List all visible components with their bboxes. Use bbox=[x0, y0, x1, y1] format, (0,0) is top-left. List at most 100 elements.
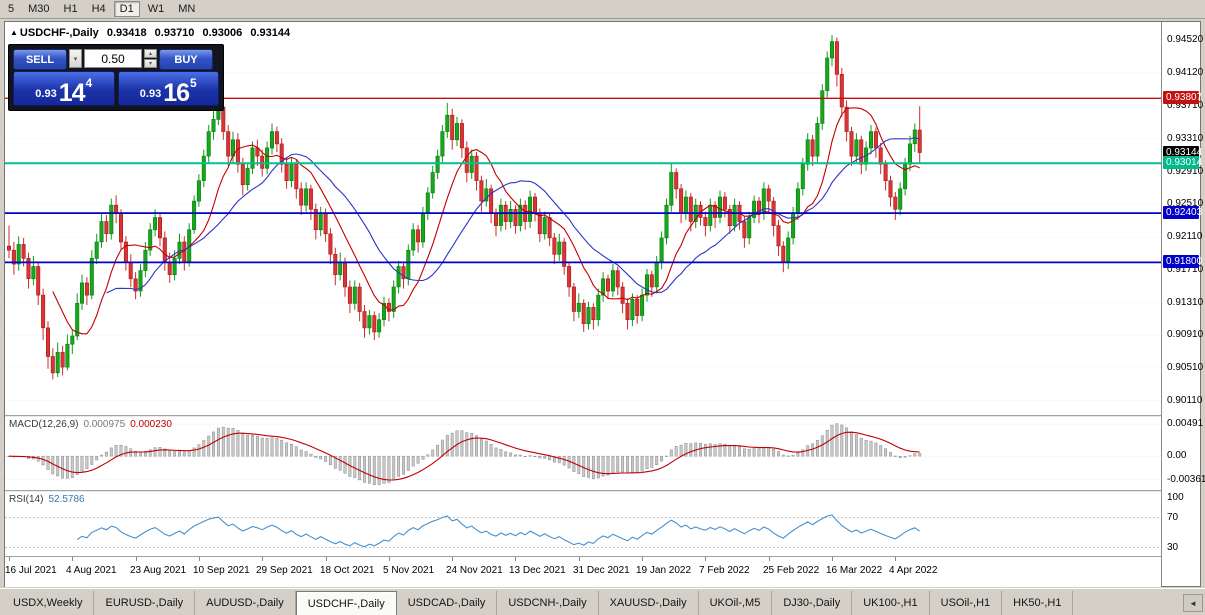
timeframe-button-w1[interactable]: W1 bbox=[147, 3, 165, 15]
timeframe-button-5[interactable]: 5 bbox=[8, 3, 15, 15]
volume-up-icon[interactable]: ▴ bbox=[144, 49, 157, 58]
time-axis[interactable]: 16 Jul 2021 4 Aug 2021 23 Aug 2021 10 Sep 2… bbox=[5, 556, 1161, 587]
time-axis-label: 5 Nov 2021 bbox=[383, 565, 435, 576]
price-scale-label: 0.90510 bbox=[1167, 362, 1204, 373]
volume-spinner[interactable]: ▴ ▾ bbox=[144, 49, 157, 68]
trade-panel-collapse-icon[interactable]: ▲ bbox=[10, 28, 18, 37]
timeframe-toolbar: 5 M30 H1 H4 D1 W1 MN bbox=[0, 0, 1205, 19]
time-axis-label: 10 Sep 2021 bbox=[193, 565, 250, 576]
timeframe-button-d1[interactable]: D1 bbox=[113, 1, 140, 17]
time-axis-label: 31 Dec 2021 bbox=[573, 565, 630, 576]
sell-button[interactable]: SELL bbox=[13, 49, 67, 70]
chart-tab-uk100-h1[interactable]: UK100-,H1 bbox=[852, 591, 930, 615]
macd-panel[interactable]: MACD(12,26,9) 0.000975 0.000230 bbox=[5, 417, 1161, 490]
volume-dropdown-icon[interactable]: ▾ bbox=[69, 49, 82, 68]
macd-name: MACD(12,26,9) bbox=[9, 419, 79, 430]
chart-tab-bar: USDX,Weekly EURUSD-,Daily AUDUSD-,Daily USD… bbox=[0, 588, 1205, 615]
time-axis-label: 23 Aug 2021 bbox=[130, 565, 187, 576]
buy-price-button[interactable]: 0.93 16 5 bbox=[117, 71, 219, 106]
ohlc-open: 0.93418 bbox=[106, 27, 147, 39]
chart-tab-ukoil-m5[interactable]: UKOil-,M5 bbox=[699, 591, 773, 615]
time-axis-tick bbox=[895, 557, 896, 561]
time-axis-tick bbox=[72, 557, 73, 561]
chart-window: ▲ USDCHF-,Daily 0.93418 0.93710 0.93006 0… bbox=[4, 21, 1205, 587]
chart-tab-usoil-h1[interactable]: USOil-,H1 bbox=[930, 591, 1003, 615]
ohlc-close: 0.93144 bbox=[250, 27, 291, 39]
price-level-tag[interactable]: 0.92403 bbox=[1163, 206, 1202, 219]
time-axis-label: 4 Aug 2021 bbox=[66, 565, 117, 576]
one-click-trading-panel: SELL ▾ ▴ ▾ BUY 0.93 14 4 bbox=[8, 44, 224, 111]
macd-scale-label: 0.00491 bbox=[1167, 418, 1204, 429]
time-axis-label: 16 Mar 2022 bbox=[826, 565, 883, 576]
price-scale[interactable]: 0.94520 0.94120 0.93710 0.93310 0.92910 0.925… bbox=[1162, 22, 1204, 415]
price-scale-column[interactable]: 0.94520 0.94120 0.93710 0.93310 0.92910 0.925… bbox=[1161, 22, 1205, 586]
price-macd-splitter[interactable] bbox=[5, 415, 1161, 417]
price-scale-label: 0.94520 bbox=[1167, 34, 1204, 45]
chart-tab-hk50-h1[interactable]: HK50-,H1 bbox=[1002, 591, 1074, 615]
time-axis-tick bbox=[452, 557, 453, 561]
time-axis-label: 4 Apr 2022 bbox=[889, 565, 938, 576]
chart-tab-usdchf-daily[interactable]: USDCHF-,Daily bbox=[295, 591, 397, 615]
price-level-tag[interactable]: 0.93014 bbox=[1163, 156, 1202, 169]
macd-main-value: 0.000975 bbox=[83, 419, 126, 430]
ohlc-high: 0.93710 bbox=[154, 27, 195, 39]
time-axis-tick bbox=[769, 557, 770, 561]
timeframe-button-h1[interactable]: H1 bbox=[63, 3, 78, 15]
time-axis-tick bbox=[705, 557, 706, 561]
chart-tab-eurusd-daily[interactable]: EURUSD-,Daily bbox=[94, 591, 196, 615]
time-axis-tick bbox=[642, 557, 643, 561]
macd-signal-value: 0.000230 bbox=[130, 419, 172, 430]
price-level-tag[interactable]: 0.91800 bbox=[1163, 255, 1202, 268]
rsi-panel[interactable]: RSI(14) 52.5786 bbox=[5, 492, 1161, 556]
tab-scroll-left-button[interactable]: ◄ bbox=[1183, 594, 1203, 612]
time-axis-label: 18 Oct 2021 bbox=[320, 565, 375, 576]
time-axis-label: 13 Dec 2021 bbox=[509, 565, 566, 576]
candlestick-canvas[interactable] bbox=[5, 22, 1161, 415]
price-level-tag[interactable]: 0.93144 bbox=[1163, 146, 1202, 159]
rsi-scale[interactable]: 100 70 30 bbox=[1162, 492, 1200, 556]
rsi-scale-label: 100 bbox=[1167, 492, 1184, 503]
ask-price-base: 0.93 bbox=[139, 88, 162, 100]
time-axis-label: 16 Jul 2021 bbox=[5, 565, 57, 576]
chart-tab-usdx-weekly[interactable]: USDX,Weekly bbox=[2, 591, 95, 615]
price-scale-label: 0.92510 bbox=[1167, 198, 1204, 209]
chart-plot-column: ▲ USDCHF-,Daily 0.93418 0.93710 0.93006 0… bbox=[5, 22, 1161, 587]
timeframe-button-h4[interactable]: H4 bbox=[91, 3, 106, 15]
buy-button[interactable]: BUY bbox=[159, 49, 213, 70]
macd-scale[interactable]: 0.00491 0.00 -0.00361 bbox=[1162, 417, 1205, 490]
chart-tab-dj30-daily[interactable]: DJ30-,Daily bbox=[772, 591, 853, 615]
timeframe-button-m30[interactable]: M30 bbox=[28, 3, 50, 15]
volume-input[interactable] bbox=[84, 49, 142, 68]
macd-rsi-splitter[interactable] bbox=[5, 490, 1161, 492]
macd-canvas[interactable] bbox=[5, 417, 1161, 490]
chart-tab-usdcad-daily[interactable]: USDCAD-,Daily bbox=[397, 591, 498, 615]
time-axis-label: 24 Nov 2021 bbox=[446, 565, 503, 576]
sell-price-button[interactable]: 0.93 14 4 bbox=[13, 71, 115, 106]
time-axis-label: 29 Sep 2021 bbox=[256, 565, 313, 576]
price-level-tag[interactable]: 0.93807 bbox=[1163, 91, 1202, 104]
volume-down-icon[interactable]: ▾ bbox=[144, 59, 157, 68]
chart-tab-usdcnh-daily[interactable]: USDCNH-,Daily bbox=[497, 591, 599, 615]
chart-tab-audusd-daily[interactable]: AUDUSD-,Daily bbox=[195, 591, 296, 615]
macd-indicator-label: MACD(12,26,9) 0.000975 0.000230 bbox=[9, 419, 177, 430]
bid-price-base: 0.93 bbox=[35, 88, 57, 100]
ohlc-header: ▲ USDCHF-,Daily 0.93418 0.93710 0.93006 0… bbox=[10, 27, 295, 39]
price-scale-label: 0.90110 bbox=[1167, 395, 1203, 406]
timeframe-button-mn[interactable]: MN bbox=[178, 3, 196, 15]
time-axis-tick bbox=[262, 557, 263, 561]
chart-tab-xauusd-daily[interactable]: XAUUSD-,Daily bbox=[599, 591, 699, 615]
time-axis-tick bbox=[515, 557, 516, 561]
price-chart-panel[interactable]: ▲ USDCHF-,Daily 0.93418 0.93710 0.93006 0… bbox=[5, 22, 1161, 415]
price-scale-label: 0.90910 bbox=[1167, 329, 1204, 340]
rsi-scale-label: 30 bbox=[1167, 542, 1179, 553]
bid-price-sup: 4 bbox=[85, 76, 93, 90]
price-scale-label: 0.91310 bbox=[1167, 297, 1204, 308]
price-scale-label: 0.91710 bbox=[1167, 264, 1204, 275]
macd-scale-label: -0.00361 bbox=[1167, 474, 1205, 485]
chart-symbol-period: USDCHF-,Daily bbox=[19, 27, 99, 39]
rsi-canvas[interactable] bbox=[5, 492, 1161, 556]
time-axis-tick bbox=[9, 557, 10, 561]
price-scale-label: 0.94120 bbox=[1167, 67, 1204, 78]
rsi-indicator-label: RSI(14) 52.5786 bbox=[9, 494, 90, 505]
price-scale-label: 0.92110 bbox=[1167, 231, 1203, 242]
